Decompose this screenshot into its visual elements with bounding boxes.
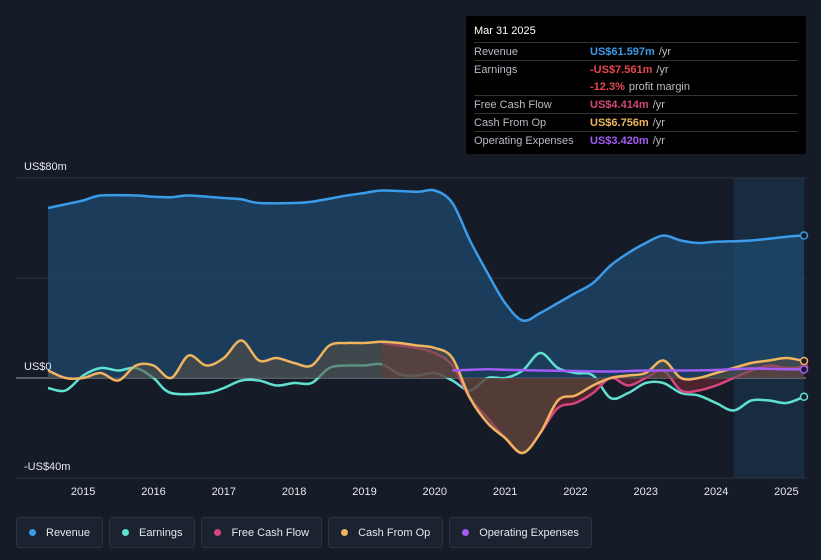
revenue-line bbox=[47, 188, 805, 323]
revenue-end-marker bbox=[799, 231, 809, 240]
legend-label: Revenue bbox=[46, 526, 91, 539]
x-tick-label: 2019 bbox=[352, 486, 376, 498]
tooltip-row-label: Revenue bbox=[474, 45, 519, 58]
chart-canvas: 2015 2016 2017 2018 2019 2020 2021 2022 2023 2024… bbox=[16, 177, 809, 498]
tooltip-row-unit: profit margin bbox=[628, 80, 690, 93]
legend-item-revenue[interactable]: Revenue bbox=[16, 517, 104, 548]
tooltip-row: Operating Expenses US$3.420m/yr bbox=[474, 131, 798, 149]
legend-label: Free Cash Flow bbox=[231, 526, 310, 539]
operating-expenses-end-marker bbox=[799, 365, 809, 374]
tooltip-row-label: Earnings bbox=[474, 63, 518, 76]
cash-from-op-area bbox=[48, 340, 804, 454]
legend-label: Earnings bbox=[139, 526, 183, 539]
x-tick-label: 2017 bbox=[212, 486, 236, 498]
tooltip-row: Cash From Op US$6.756m/yr bbox=[474, 113, 798, 131]
tooltip-row-unit: /yr bbox=[652, 116, 665, 129]
legend-item-free-cash-flow[interactable]: Free Cash Flow bbox=[201, 517, 323, 548]
tooltip-row: Revenue US$61.597m/yr bbox=[474, 42, 798, 60]
cash-from-op-end-marker bbox=[799, 356, 809, 366]
x-tick-label: 2022 bbox=[563, 486, 587, 498]
legend-label: Cash From Op bbox=[358, 526, 431, 539]
x-tick-label: 2016 bbox=[141, 486, 165, 498]
revenue-area bbox=[48, 189, 804, 378]
tooltip-panel: Mar 31 2025 Revenue US$61.597m/yr Earnings… bbox=[466, 16, 806, 154]
legend-dot-icon bbox=[214, 529, 222, 536]
tooltip-row-label: Operating Expenses bbox=[474, 134, 574, 147]
tooltip-row-value: US$3.420m bbox=[590, 134, 649, 147]
legend-label: Operating Expenses bbox=[479, 526, 579, 539]
tooltip-row-unit: /yr bbox=[656, 63, 669, 76]
legend-item-cash-from-op[interactable]: Cash From Op bbox=[328, 517, 444, 548]
legend-dot-icon bbox=[462, 529, 470, 536]
x-tick-label: 2018 bbox=[282, 486, 306, 498]
legend-item-operating-expenses[interactable]: Operating Expenses bbox=[449, 517, 592, 548]
legend: Revenue Earnings Free Cash Flow Cash From O… bbox=[16, 517, 592, 548]
legend-item-earnings[interactable]: Earnings bbox=[109, 517, 196, 548]
tooltip-row: -12.3% profit margin bbox=[474, 78, 798, 95]
tooltip-row-value: US$61.597m bbox=[590, 45, 655, 58]
cash-from-op-line bbox=[47, 339, 805, 455]
tooltip-row-value: US$4.414m bbox=[590, 98, 649, 111]
tooltip-row-value: -US$7.561m bbox=[590, 63, 653, 76]
y-label-bottom: -US$40m bbox=[24, 461, 71, 473]
tooltip-row: Free Cash Flow US$4.414m/yr bbox=[474, 95, 798, 113]
y-label-zero: US$0 bbox=[24, 361, 52, 373]
x-tick-label: 2015 bbox=[71, 486, 95, 498]
x-tick-label: 2025 bbox=[774, 486, 798, 498]
legend-dot-icon bbox=[341, 529, 349, 536]
tooltip-row-label: Free Cash Flow bbox=[474, 98, 552, 111]
tooltip-row-unit: /yr bbox=[658, 45, 672, 58]
tooltip-row-unit: /yr bbox=[652, 134, 665, 147]
earnings-end-marker bbox=[799, 392, 809, 401]
tooltip-row-value: US$6.756m bbox=[590, 116, 649, 129]
y-label-top: US$80m bbox=[24, 161, 67, 173]
tooltip-row-label: Cash From Op bbox=[474, 116, 547, 129]
operating-expenses-line bbox=[452, 367, 805, 373]
legend-dot-icon bbox=[29, 529, 36, 536]
tooltip-row-unit: /yr bbox=[652, 98, 665, 111]
x-tick-label: 2021 bbox=[493, 486, 517, 498]
x-tick-label: 2023 bbox=[634, 486, 658, 498]
tooltip-date: Mar 31 2025 bbox=[474, 25, 536, 37]
x-tick-label: 2024 bbox=[704, 486, 728, 498]
tooltip-row-value: -12.3% bbox=[590, 80, 625, 93]
tooltip-row: Earnings -US$7.561m/yr bbox=[474, 60, 798, 78]
x-tick-label: 2020 bbox=[423, 486, 447, 498]
legend-dot-icon bbox=[122, 529, 130, 536]
